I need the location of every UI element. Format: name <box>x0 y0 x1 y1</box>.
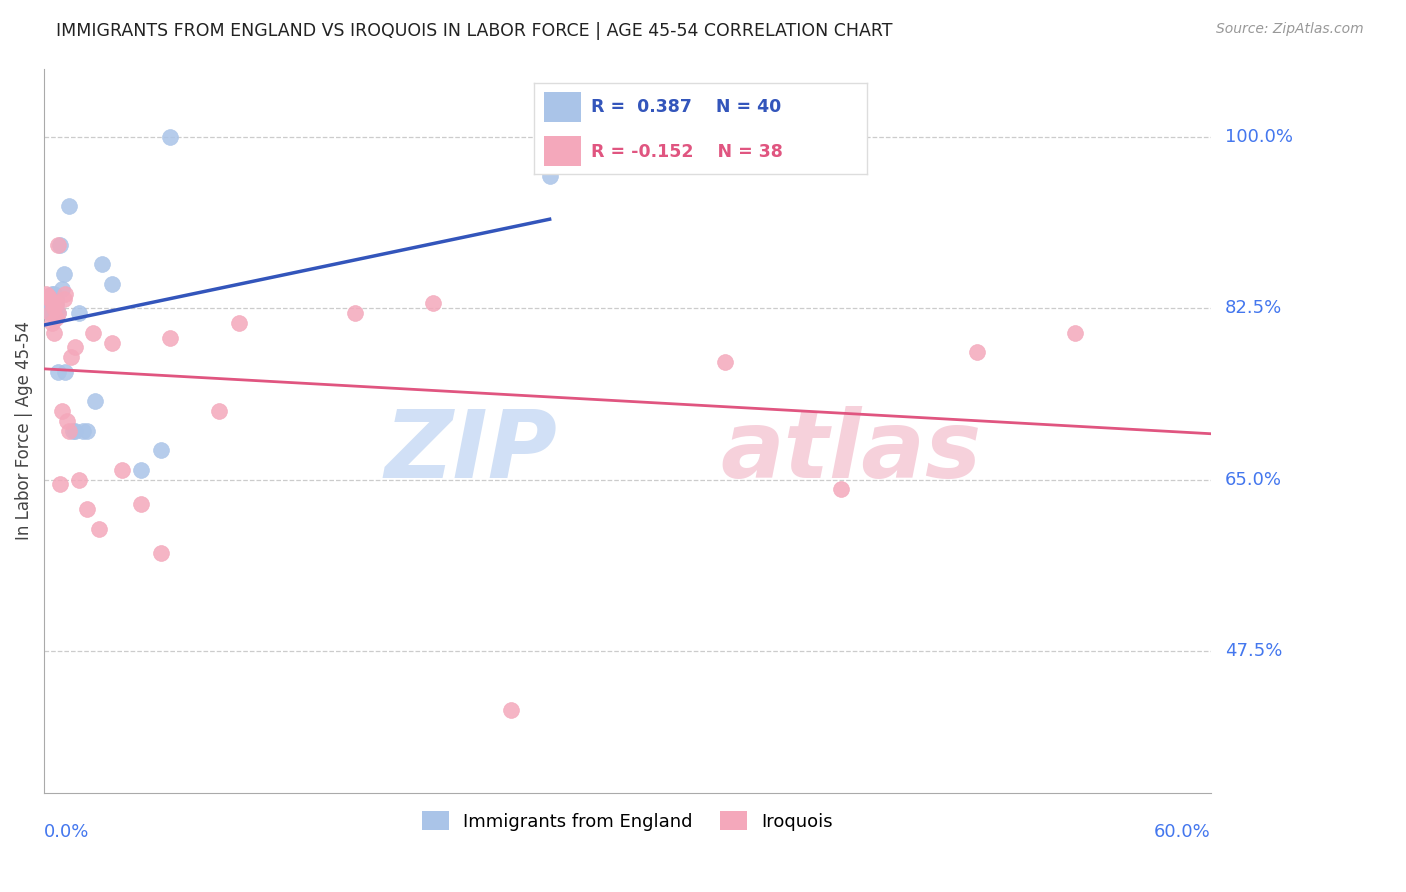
Point <box>48 237 70 252</box>
Point <box>499 702 522 716</box>
Text: atlas: atlas <box>721 407 981 499</box>
Point <box>60 350 83 364</box>
Point <box>42 292 65 306</box>
Point <box>830 483 852 497</box>
Text: Source: ZipAtlas.com: Source: ZipAtlas.com <box>1216 22 1364 37</box>
Legend: Immigrants from England, Iroquois: Immigrants from England, Iroquois <box>415 805 841 838</box>
Point <box>422 296 444 310</box>
Point <box>45 292 67 306</box>
Text: 65.0%: 65.0% <box>1225 471 1282 489</box>
Point <box>46 365 69 379</box>
Point <box>67 306 90 320</box>
Point <box>52 267 75 281</box>
Point <box>46 306 69 320</box>
Point <box>39 296 62 310</box>
Point <box>46 237 69 252</box>
Point <box>39 292 62 306</box>
Point <box>45 311 67 326</box>
Point <box>37 298 59 312</box>
Text: 0.0%: 0.0% <box>44 823 90 841</box>
Point <box>39 301 62 316</box>
Y-axis label: In Labor Force | Age 45-54: In Labor Force | Age 45-54 <box>15 321 32 541</box>
Point <box>208 404 231 418</box>
Point <box>42 326 65 340</box>
Point <box>58 424 80 438</box>
Point <box>41 298 63 312</box>
Point <box>39 306 62 320</box>
Text: ZIP: ZIP <box>384 407 557 499</box>
Point <box>63 424 86 438</box>
Point <box>101 335 124 350</box>
Point <box>344 306 367 320</box>
Point <box>58 198 80 212</box>
Point <box>55 286 77 301</box>
Text: 60.0%: 60.0% <box>1154 823 1211 841</box>
Point <box>42 298 65 312</box>
Point <box>48 477 70 491</box>
Point <box>228 316 250 330</box>
Point <box>149 546 172 560</box>
Point <box>67 473 90 487</box>
Point <box>159 331 181 345</box>
Point <box>538 169 561 184</box>
Point <box>111 463 134 477</box>
Point <box>45 304 67 318</box>
Point <box>37 288 59 302</box>
Point <box>39 292 62 306</box>
Point <box>62 424 84 438</box>
Point <box>76 502 98 516</box>
Point <box>51 282 73 296</box>
Point <box>42 286 65 301</box>
Point <box>51 404 73 418</box>
Point <box>41 286 63 301</box>
Point <box>52 292 75 306</box>
Point <box>131 463 153 477</box>
Text: 82.5%: 82.5% <box>1225 300 1282 318</box>
Text: 47.5%: 47.5% <box>1225 642 1282 660</box>
Point <box>42 306 65 320</box>
Point <box>83 394 105 409</box>
Point <box>149 443 172 458</box>
Text: IMMIGRANTS FROM ENGLAND VS IROQUOIS IN LABOR FORCE | AGE 45-54 CORRELATION CHART: IMMIGRANTS FROM ENGLAND VS IROQUOIS IN L… <box>56 22 893 40</box>
Point <box>41 316 63 330</box>
Point <box>55 365 77 379</box>
Point <box>91 257 114 271</box>
Point <box>35 301 58 316</box>
Point <box>39 306 62 320</box>
Point <box>1063 326 1085 340</box>
Point <box>76 424 98 438</box>
Point <box>42 301 65 316</box>
Point <box>41 296 63 310</box>
Point <box>41 301 63 316</box>
Point <box>87 522 110 536</box>
Point <box>713 355 735 369</box>
Point <box>966 345 988 359</box>
Point <box>42 296 65 310</box>
Point <box>35 286 58 301</box>
Point <box>63 341 86 355</box>
Point <box>82 326 104 340</box>
Point <box>46 306 69 320</box>
Point <box>45 298 67 312</box>
Point <box>131 497 153 511</box>
Point <box>41 294 63 309</box>
Point <box>101 277 124 291</box>
Text: 100.0%: 100.0% <box>1225 128 1292 146</box>
Point <box>159 130 181 145</box>
Point <box>37 294 59 309</box>
Point <box>56 414 79 428</box>
Point <box>72 424 94 438</box>
Point <box>42 303 65 318</box>
Point <box>41 306 63 320</box>
Point <box>45 296 67 310</box>
